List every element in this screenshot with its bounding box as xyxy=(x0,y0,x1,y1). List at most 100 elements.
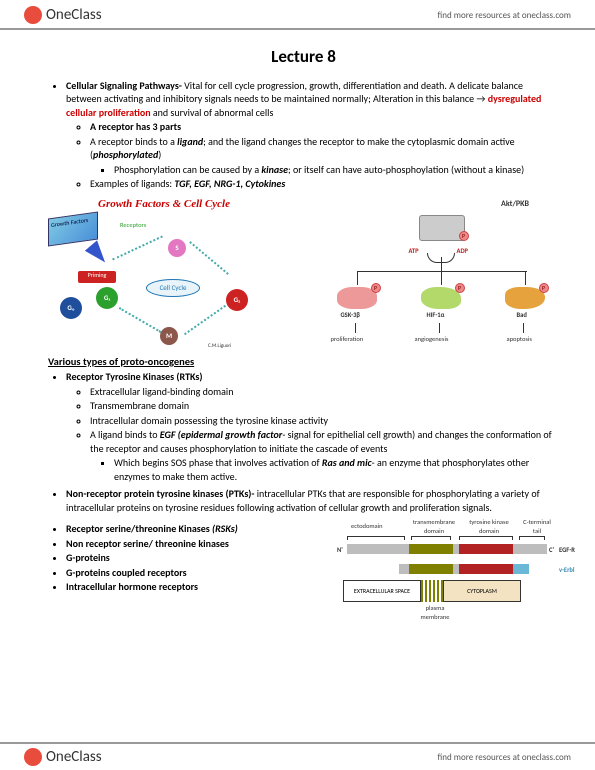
gpcr-t: G-proteins coupled receptors xyxy=(66,566,187,579)
ct-label: C-terminal tail xyxy=(519,518,555,536)
r3c: ; or itself can have auto-phosphoylation… xyxy=(288,163,524,176)
bad-label: Bad xyxy=(517,311,527,320)
gf-label: Growth Factors xyxy=(51,216,88,229)
bottom-section: ectodomain transmembrane domain tyrosine… xyxy=(48,522,559,612)
r3a: Phosphorylation can be caused by a xyxy=(114,163,261,176)
arrow-1 xyxy=(112,235,163,260)
ptk-item: Non-receptor protein tyrosine kinases (P… xyxy=(66,487,559,514)
prolif-label: proliferation xyxy=(331,335,364,344)
logo-text-one: One xyxy=(46,6,71,24)
v3 xyxy=(525,271,527,285)
vbar-ct xyxy=(513,564,529,574)
blob-hif-icon xyxy=(421,287,461,309)
para1-lead: Cellular Signaling Pathways- xyxy=(66,79,182,92)
phos-b: P xyxy=(539,283,549,293)
akt-label: Akt/PKB xyxy=(501,199,529,210)
rtk5a: Which begins SOS phase that involves act… xyxy=(114,456,322,469)
plasma-icon xyxy=(421,580,443,602)
gsk-label: GSK-3β xyxy=(341,311,360,320)
n-label: N' xyxy=(337,546,343,555)
diagram-row: Growth Factors & Cell Cycle Growth Facto… xyxy=(48,197,559,347)
v-line xyxy=(441,257,443,271)
diagram-cell-cycle: Growth Factors & Cell Cycle Growth Facto… xyxy=(48,197,299,347)
r2b: ligand xyxy=(177,135,203,148)
page-content: Lecture 8 Cellular Signaling Pathways- V… xyxy=(48,40,559,730)
plasma-label: plasma membrane xyxy=(417,604,453,622)
tm-label: transmembrane domain xyxy=(409,518,459,536)
br3 xyxy=(459,536,513,540)
nrsk-t: Non receptor serine/ threonine kinases xyxy=(66,537,229,550)
arrow-2 xyxy=(189,241,229,275)
receptor-l1: A receptor has 3 parts xyxy=(90,120,559,134)
r3b: kinase xyxy=(261,163,288,176)
gp-t: G-proteins xyxy=(66,551,110,564)
bar-tm xyxy=(409,544,453,554)
receptor-l3: Phosphorylation can be caused by a kinas… xyxy=(114,163,559,177)
blue-arrow-icon xyxy=(85,240,111,267)
ihr-t: Intracellular hormone receptors xyxy=(66,580,198,593)
rtk-title: Receptor Tyrosine Kinases (RTKs) xyxy=(66,370,203,383)
extspace-box: EXTRACELLULAR SPACE xyxy=(343,580,421,602)
bar-ct xyxy=(513,544,547,554)
page-title: Lecture 8 xyxy=(48,46,559,69)
rtk-l1: Extracellular ligand-binding domain xyxy=(90,385,559,399)
diagram-left-title: Growth Factors & Cell Cycle xyxy=(98,197,230,212)
header: OneClass find more resources at oneclass… xyxy=(0,0,595,30)
c-label: C' xyxy=(549,546,554,555)
footer-logo-one: One xyxy=(46,748,71,766)
cell-cycle-label: Cell Cycle xyxy=(146,279,200,297)
footer: OneClass find more resources at oneclass… xyxy=(0,742,595,770)
receptor-l4: Examples of ligands: TGF, EGF, NRG-1, Cy… xyxy=(90,177,559,191)
priming-label: Priming xyxy=(78,271,116,283)
logo: OneClass xyxy=(24,6,102,24)
apop-label: apoptosis xyxy=(507,335,532,344)
rtk-item: Receptor Tyrosine Kinases (RTKs) Extrace… xyxy=(66,370,559,483)
r2a: A receptor binds to a xyxy=(90,135,177,148)
arrow-4 xyxy=(119,307,162,333)
node-g1: G₁ xyxy=(96,287,118,309)
rtk-l4: A ligand binds to EGF (epidermal growth … xyxy=(90,428,559,483)
r2e: ) xyxy=(158,148,161,161)
blob-bad-icon xyxy=(505,287,545,309)
growth-factors-box: Growth Factors xyxy=(48,211,98,246)
bar-tk xyxy=(459,544,513,554)
receptor-l1-text: A receptor has 3 parts xyxy=(90,120,181,133)
rtk5b: Ras and mic xyxy=(322,456,372,469)
receptor-l2: A receptor binds to a ligand; and the li… xyxy=(90,135,559,177)
cyto-box: CYTOPLASM xyxy=(443,580,521,602)
node-g0: G₀ xyxy=(60,297,82,319)
d2 xyxy=(439,323,441,333)
hif-label: HIF-1α xyxy=(427,311,445,320)
node-g2: G₂ xyxy=(226,289,248,311)
d3 xyxy=(523,323,525,333)
footer-logo: OneClass xyxy=(24,748,102,766)
ecto-label: ectodomain xyxy=(351,522,383,531)
r2d: phosphorylated xyxy=(93,148,158,161)
arrow-3 xyxy=(184,305,226,335)
bar-ecto xyxy=(347,544,409,554)
para1-body2: and survival of abnormal cells xyxy=(151,106,274,119)
logo-circle-icon xyxy=(24,6,42,24)
d1 xyxy=(355,323,357,333)
logo-text-class: Class xyxy=(71,6,101,24)
diagram-membrane: ectodomain transmembrane domain tyrosine… xyxy=(339,522,559,612)
verbl-label: v-Erbl xyxy=(559,566,581,575)
footer-logo-circle-icon xyxy=(24,748,42,766)
vbar-tk xyxy=(459,564,513,574)
egfr-label: EGF-R xyxy=(559,546,581,555)
rtk4a: A ligand binds to xyxy=(90,428,160,441)
phos-1: P xyxy=(459,231,469,241)
rtk4b: EGF (epidermal growth factor xyxy=(160,428,283,441)
blob-gsk-icon xyxy=(337,287,377,309)
diagram-akt: Akt/PKB P ATP ADP P P P GSK-3β HIF-1α Ba… xyxy=(309,197,560,347)
node-m: M xyxy=(160,327,178,345)
ptk-title: Non-receptor protein tyrosine kinases (P… xyxy=(66,487,254,500)
r4a: Examples of ligands: xyxy=(90,177,174,190)
rtk-l2: Transmembrane domain xyxy=(90,399,559,413)
para-signaling: Cellular Signaling Pathways- Vital for c… xyxy=(66,79,559,191)
adp-label: ADP xyxy=(457,247,469,256)
receptors-label: Receptors xyxy=(120,221,146,230)
footer-logo-class: Class xyxy=(71,748,101,766)
credit-label: C.M.Liguori xyxy=(208,343,231,350)
footer-tagline: find more resources at oneclass.com xyxy=(438,752,571,763)
